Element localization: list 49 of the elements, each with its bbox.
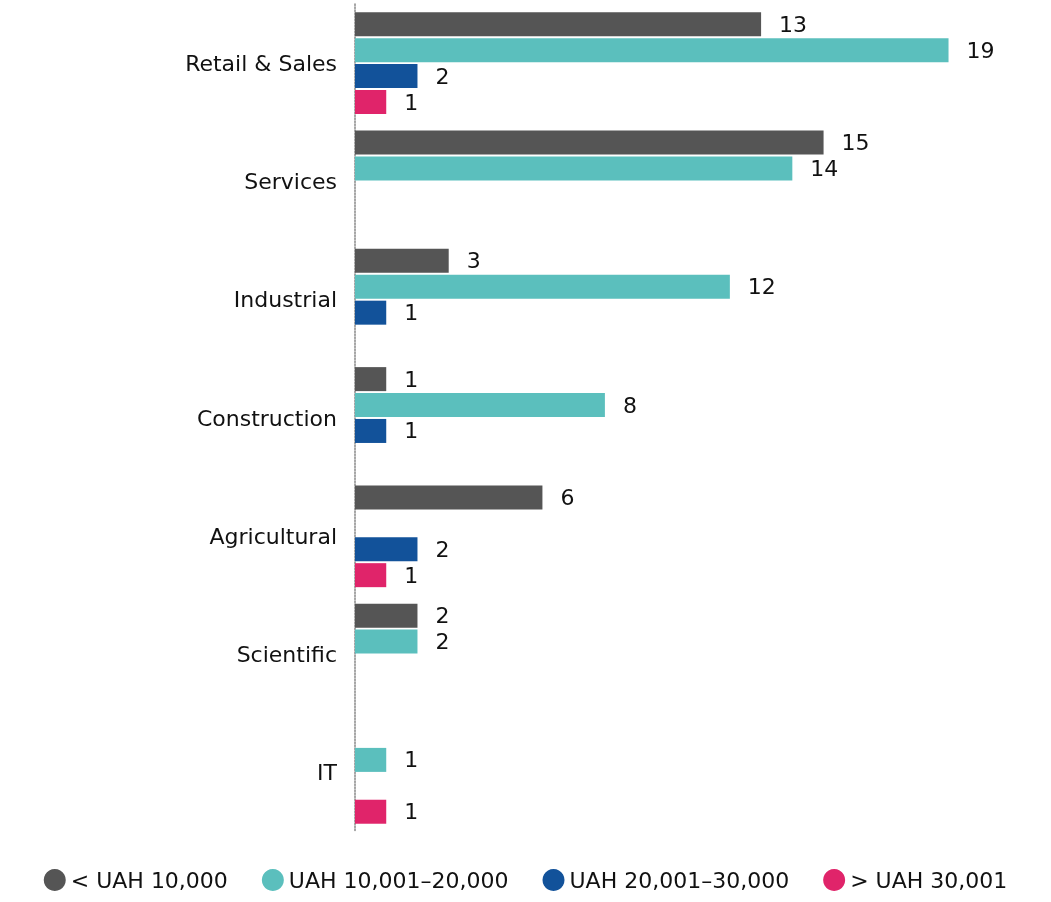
data-label: 12	[747, 274, 776, 300]
data-label: 14	[810, 155, 839, 181]
data-label: 1	[404, 418, 419, 444]
legend-label: UAH 10,001–20,000	[288, 867, 509, 893]
bar	[355, 64, 418, 89]
data-label: 1	[404, 89, 419, 115]
bar	[355, 12, 762, 37]
data-label: 1	[404, 747, 419, 773]
bar	[355, 603, 418, 628]
data-label: 2	[435, 536, 450, 562]
bar	[355, 563, 387, 588]
y-tick-label: Services	[244, 168, 337, 194]
bar	[355, 90, 387, 115]
data-label: 13	[779, 11, 808, 37]
data-label: 15	[841, 130, 870, 156]
data-label: 8	[622, 392, 637, 418]
legend-label: UAH 20,001–30,000	[569, 867, 790, 893]
bar	[355, 629, 418, 654]
bar	[355, 300, 387, 325]
y-tick-label: Retail & Sales	[185, 50, 337, 76]
bar	[355, 248, 449, 273]
data-label: 1	[404, 799, 419, 825]
data-label: 6	[560, 484, 575, 510]
data-label: 1	[404, 300, 419, 326]
bar	[355, 537, 418, 562]
bar	[355, 367, 387, 392]
y-tick-label: Scientific	[236, 642, 337, 668]
y-tick-label: Construction	[196, 405, 337, 431]
data-label: 2	[435, 63, 450, 89]
bar	[355, 799, 387, 824]
data-label: 2	[435, 629, 450, 655]
bar	[355, 418, 387, 443]
data-label: 2	[435, 603, 450, 629]
bar	[355, 274, 730, 299]
bar	[355, 38, 949, 63]
legend-label: > UAH 30,001	[850, 867, 1008, 893]
data-label: 1	[404, 562, 419, 588]
data-label: 3	[466, 248, 481, 274]
y-tick-label: IT	[317, 760, 338, 786]
bar	[355, 747, 387, 772]
data-label: 19	[966, 37, 995, 63]
legend-label: < UAH 10,000	[70, 867, 228, 893]
bar	[355, 130, 824, 155]
y-tick-label: Industrial	[233, 287, 337, 313]
bar	[355, 393, 605, 418]
data-label: 1	[404, 366, 419, 392]
bar	[355, 485, 543, 510]
bar	[355, 156, 793, 181]
y-tick-label: Agricultural	[209, 523, 337, 549]
